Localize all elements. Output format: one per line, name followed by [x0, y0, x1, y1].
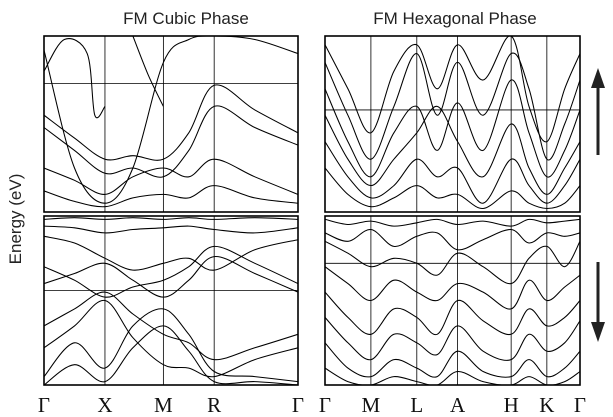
band-line — [325, 79, 580, 178]
y-axis-label: Energy (eV) — [6, 174, 25, 265]
band-line — [132, 36, 164, 107]
band-line — [325, 342, 580, 378]
panel-0-lower — [44, 216, 298, 385]
kpoint-tick-label: Γ — [574, 393, 586, 417]
kpoint-tick-label: Γ — [38, 393, 50, 417]
band-line — [44, 217, 298, 220]
spin-down-arrow-icon — [591, 262, 605, 342]
panel-1-lower — [325, 216, 580, 385]
spin-up-arrow-icon — [591, 68, 605, 155]
kpoint-tick-label: K — [539, 393, 554, 417]
kpoint-tick-label: A — [450, 393, 466, 417]
kpoint-tick-label: M — [154, 393, 173, 417]
panel-frame — [43, 35, 299, 213]
band-line — [325, 291, 580, 336]
band-line — [44, 235, 298, 271]
kpoint-tick-label: X — [97, 393, 112, 417]
band-line — [325, 36, 580, 143]
band-line — [325, 266, 580, 310]
band-line — [325, 317, 580, 361]
band-line — [44, 38, 106, 119]
band-line — [44, 158, 298, 195]
kpoint-tick-label: L — [410, 393, 423, 417]
kpoint-tick-label: H — [504, 393, 519, 417]
band-line — [44, 225, 298, 234]
panel-frame — [324, 35, 581, 213]
band-line — [44, 299, 298, 378]
panel-frame — [324, 215, 581, 386]
panel-frame — [43, 215, 299, 386]
band-line — [325, 167, 580, 210]
band-line — [44, 256, 298, 298]
band-line — [325, 218, 580, 227]
band-line — [44, 325, 298, 385]
band-line — [44, 36, 298, 204]
hexagonal-title: FM Hexagonal Phase — [373, 9, 536, 28]
band-line — [325, 105, 580, 195]
band-line — [44, 185, 298, 208]
panel-0-upper — [44, 36, 298, 212]
band-line — [325, 228, 580, 251]
band-line — [44, 105, 298, 178]
cubic-title: FM Cubic Phase — [123, 9, 249, 28]
panel-1-upper — [325, 36, 580, 212]
kpoint-tick-label: R — [207, 393, 221, 417]
band-line — [325, 367, 580, 385]
band-line — [44, 84, 298, 161]
kpoint-tick-label: Γ — [292, 393, 304, 417]
band-line — [44, 245, 298, 298]
kpoint-tick-label: Γ — [319, 393, 331, 417]
band-line — [325, 141, 580, 204]
band-line — [44, 291, 298, 361]
band-line — [44, 308, 298, 383]
kpoint-tick-label: M — [362, 393, 381, 417]
band-line — [325, 52, 580, 161]
band-line — [325, 240, 580, 285]
